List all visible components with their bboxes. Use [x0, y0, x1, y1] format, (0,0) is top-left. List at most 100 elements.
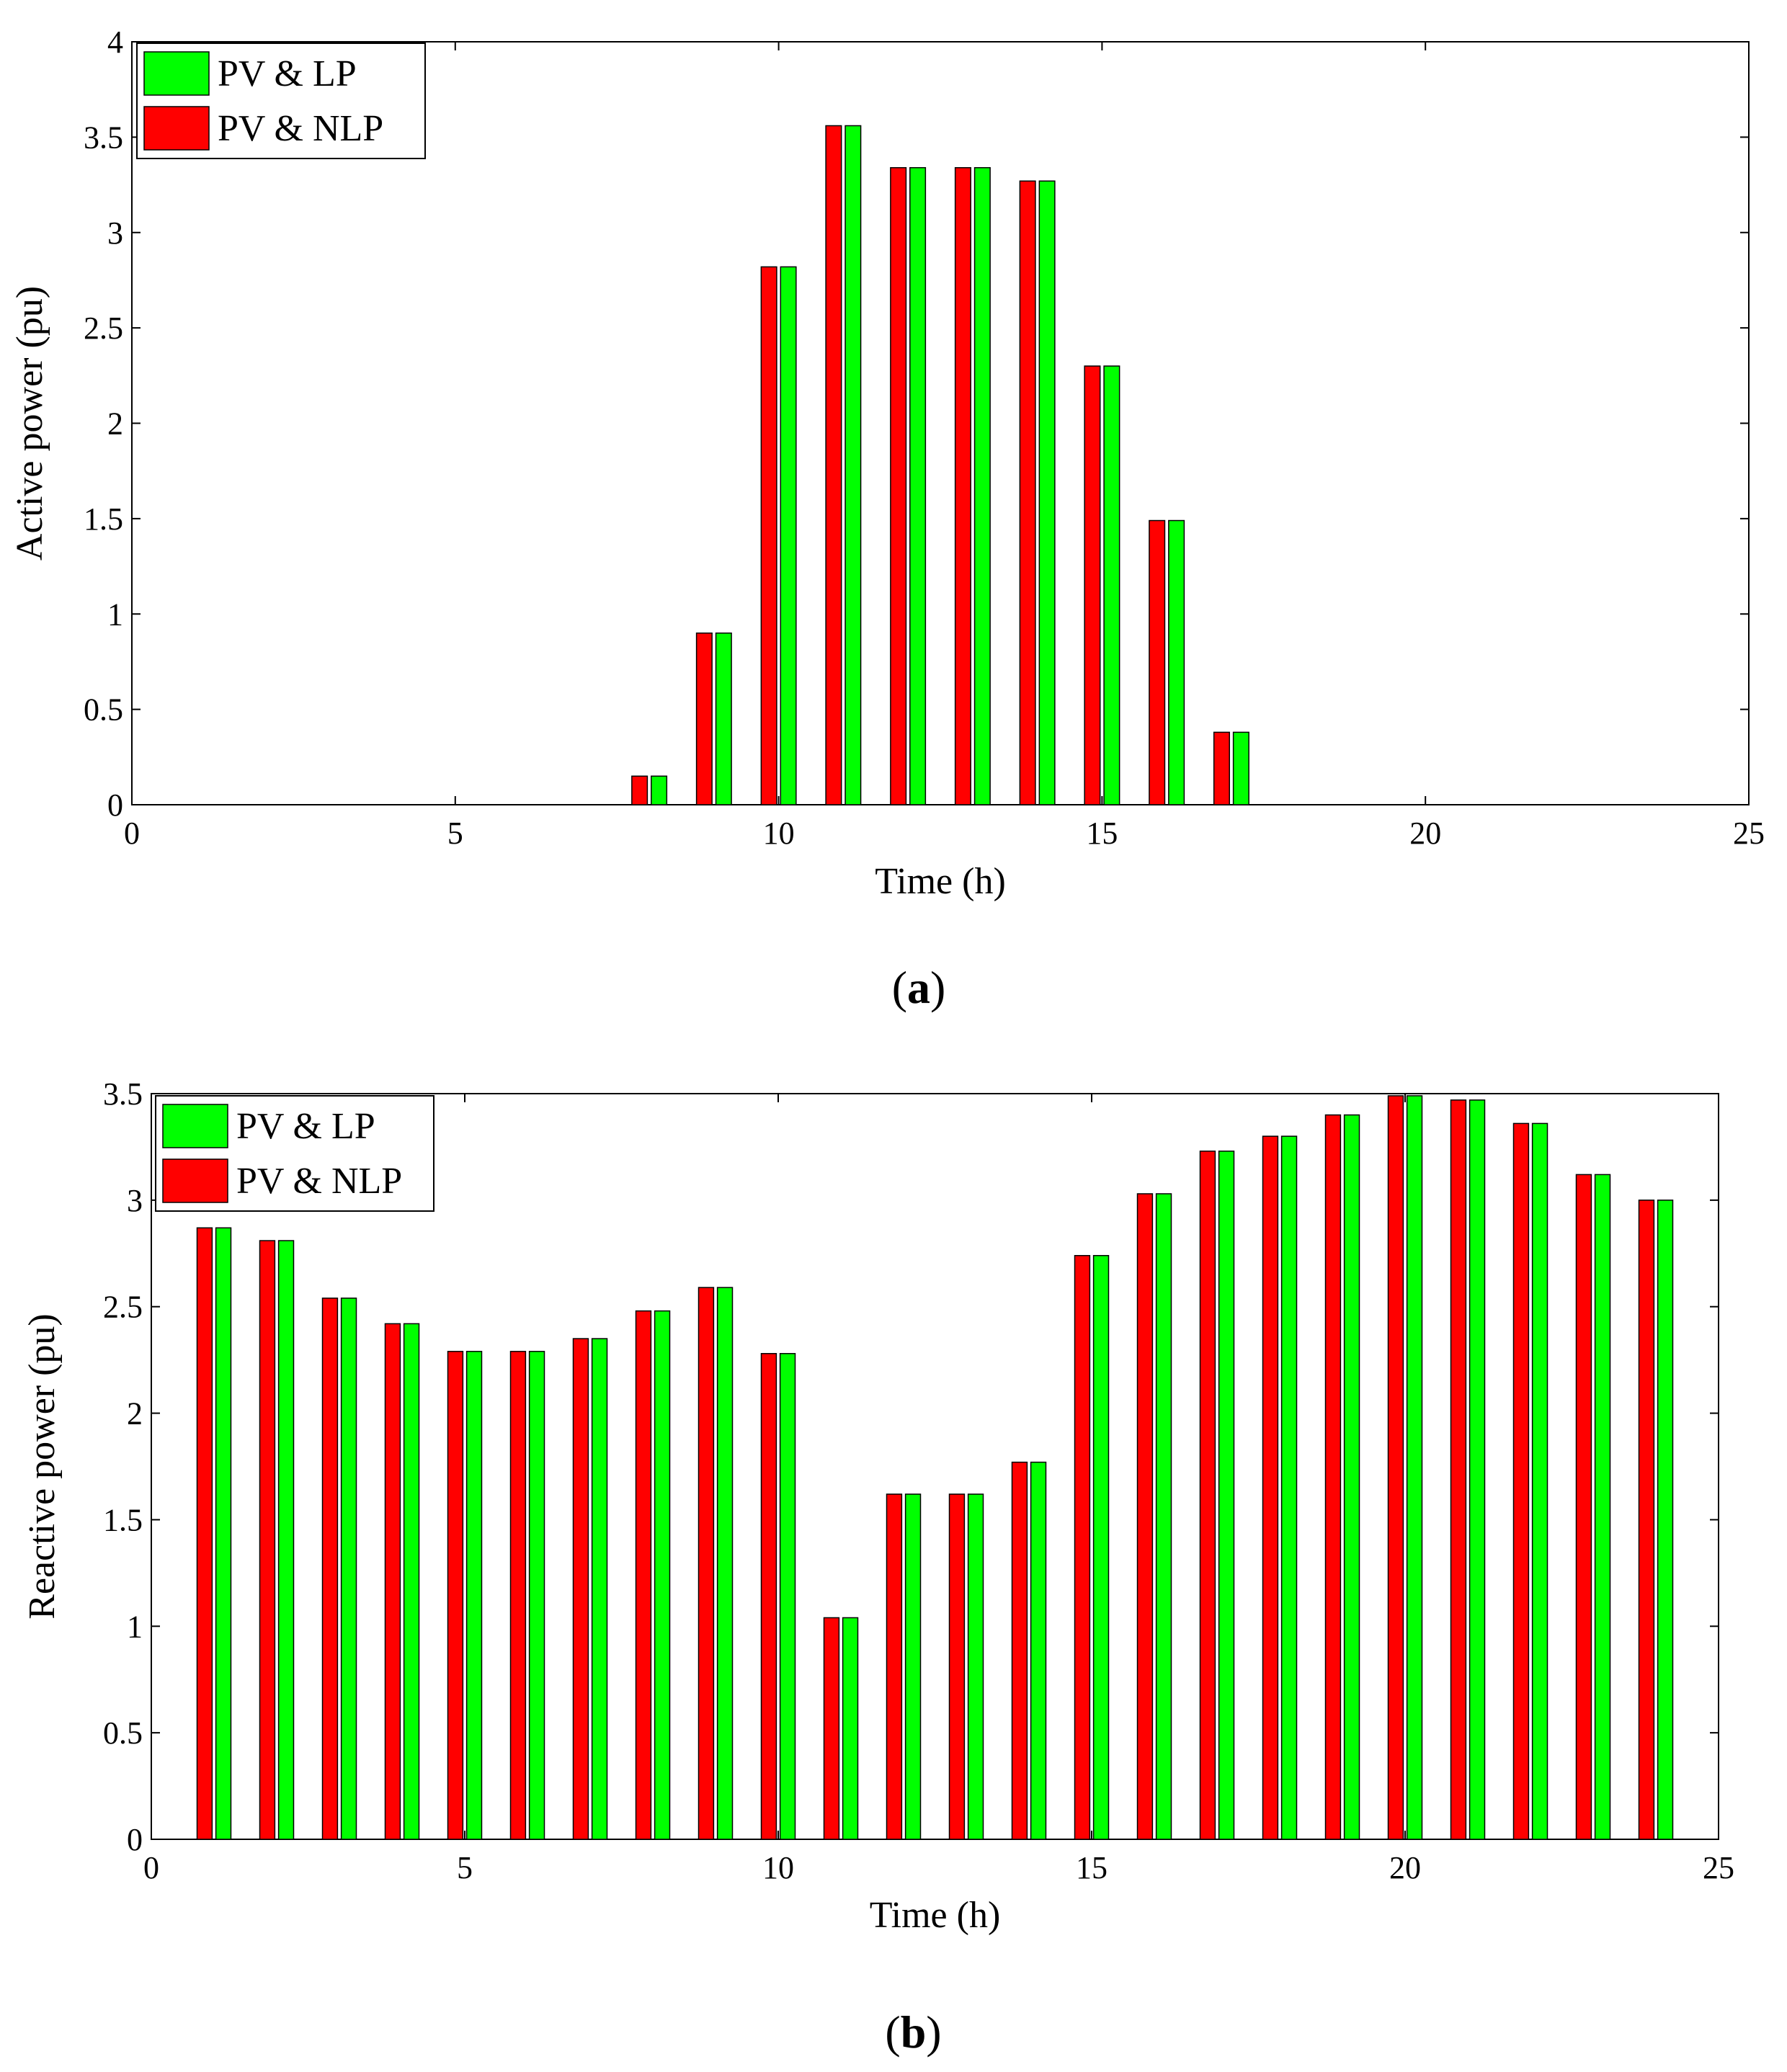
y-tick-label: 0.5 — [84, 692, 123, 728]
bar-nlp-3 — [321, 1298, 339, 1840]
bar-lp-7 — [591, 1338, 608, 1840]
y-tick-label: 2 — [127, 1396, 143, 1432]
bar-lp-3 — [340, 1298, 357, 1840]
bar-lp-16 — [1155, 1193, 1172, 1840]
bar-lp-10 — [780, 266, 797, 805]
bar-lp-12 — [909, 166, 927, 805]
bar-lp-19 — [1343, 1114, 1360, 1840]
bar-nlp-17 — [1213, 731, 1230, 805]
x-tick-label: 5 — [457, 1850, 473, 1885]
y-tick-label: 3 — [127, 1183, 143, 1218]
x-tick-label: 15 — [1076, 1850, 1108, 1885]
legend-label-lp: PV & LP — [218, 53, 357, 94]
bar-lp-24 — [1657, 1200, 1674, 1840]
x-tick-label: 20 — [1409, 816, 1441, 851]
bar-nlp-4 — [384, 1323, 401, 1840]
bar-lp-10 — [779, 1353, 796, 1840]
bar-lp-17 — [1232, 731, 1249, 805]
bar-nlp-12 — [886, 1493, 903, 1840]
bar-lp-1 — [215, 1227, 232, 1840]
bar-lp-14 — [1030, 1461, 1047, 1840]
y-tick-label: 3.5 — [84, 120, 123, 155]
bar-nlp-15 — [1084, 365, 1101, 805]
bar-nlp-13 — [948, 1493, 966, 1840]
bar-nlp-12 — [890, 166, 907, 805]
bar-nlp-6 — [509, 1351, 527, 1840]
bar-lp-15 — [1092, 1254, 1110, 1840]
bar-nlp-22 — [1512, 1122, 1530, 1840]
bar-nlp-13 — [954, 166, 971, 805]
bar-nlp-11 — [823, 1617, 840, 1840]
bar-lp-4 — [403, 1323, 420, 1840]
bar-lp-16 — [1168, 519, 1185, 805]
y-axis-label: Reactive power (pu) — [22, 1313, 63, 1619]
x-tick-label: 0 — [143, 1850, 159, 1885]
x-tick-label: 25 — [1703, 1850, 1734, 1885]
plot-area-frame — [151, 1093, 1719, 1840]
bar-lp-9 — [715, 632, 732, 805]
y-axis-label: Active power (pu) — [9, 286, 50, 561]
legend-label-nlp: PV & NLP — [218, 108, 383, 149]
bar-nlp-10 — [760, 1353, 777, 1840]
legend: PV & LP PV & NLP — [155, 1095, 435, 1212]
x-tick-label: 15 — [1086, 816, 1118, 851]
bar-nlp-21 — [1450, 1099, 1467, 1840]
bar-nlp-10 — [760, 266, 777, 805]
y-tick-label: 2.5 — [103, 1290, 143, 1325]
bar-lp-5 — [465, 1351, 483, 1840]
bar-nlp-24 — [1638, 1200, 1655, 1840]
bar-lp-23 — [1594, 1174, 1611, 1840]
bar-nlp-9 — [698, 1287, 715, 1840]
bar-lp-8 — [651, 775, 668, 805]
legend-label-lp: PV & LP — [236, 1106, 375, 1147]
bar-nlp-14 — [1011, 1461, 1028, 1840]
x-tick-label: 25 — [1733, 816, 1765, 851]
legend-swatch-lp — [162, 1104, 228, 1148]
bar-lp-2 — [277, 1240, 295, 1840]
legend-label-nlp: PV & NLP — [236, 1161, 402, 1202]
bar-nlp-8 — [635, 1310, 652, 1840]
bar-lp-21 — [1469, 1099, 1486, 1840]
y-tick-label: 0 — [107, 787, 123, 823]
legend: PV & LP PV & NLP — [136, 43, 426, 159]
bar-nlp-23 — [1575, 1174, 1592, 1840]
x-tick-label: 0 — [124, 816, 140, 851]
bar-nlp-20 — [1387, 1095, 1404, 1840]
bar-lp-14 — [1038, 180, 1056, 805]
x-axis-label: Time (h) — [870, 1895, 1001, 1936]
bar-nlp-11 — [825, 125, 842, 805]
y-tick-label: 0.5 — [103, 1715, 143, 1751]
bar-nlp-16 — [1149, 519, 1166, 805]
y-tick-label: 1 — [107, 597, 123, 632]
y-tick-label: 2.5 — [84, 311, 123, 346]
bar-lp-20 — [1406, 1095, 1423, 1840]
bar-nlp-15 — [1074, 1254, 1091, 1840]
bar-nlp-7 — [572, 1338, 589, 1840]
y-tick-label: 0 — [127, 1822, 143, 1857]
bar-lp-11 — [845, 125, 862, 805]
bar-nlp-14 — [1019, 180, 1036, 805]
bar-lp-22 — [1531, 1122, 1548, 1840]
y-tick-label: 3 — [107, 215, 123, 251]
y-tick-label: 2 — [107, 406, 123, 442]
y-tick-label: 3.5 — [103, 1076, 143, 1112]
legend-swatch-lp — [143, 51, 210, 96]
bar-lp-9 — [716, 1287, 734, 1840]
chart-panel-b: 0 0.5 1 1.5 2 2.5 3 3.5 0 5 10 15 20 25 Time (h) Reacti… — [22, 1076, 1734, 2058]
bar-lp-17 — [1218, 1151, 1235, 1840]
legend-swatch-nlp — [143, 106, 210, 151]
bar-nlp-2 — [259, 1240, 276, 1840]
x-tick-label: 20 — [1389, 1850, 1421, 1885]
bar-lp-12 — [904, 1493, 922, 1840]
bar-nlp-16 — [1136, 1193, 1154, 1840]
bar-nlp-5 — [447, 1351, 464, 1840]
bar-lp-13 — [973, 166, 991, 805]
chart-panel-a: 0 0.5 1 1.5 2 2.5 3 3.5 4 0 5 10 15 20 25 Time (h) Activ… — [9, 24, 1765, 1013]
bar-nlp-1 — [196, 1227, 213, 1840]
bar-lp-8 — [654, 1310, 671, 1840]
bar-nlp-17 — [1199, 1151, 1216, 1840]
x-tick-label: 10 — [763, 816, 795, 851]
x-axis-label: Time (h) — [875, 861, 1006, 902]
y-tick-label: 1 — [127, 1609, 143, 1644]
